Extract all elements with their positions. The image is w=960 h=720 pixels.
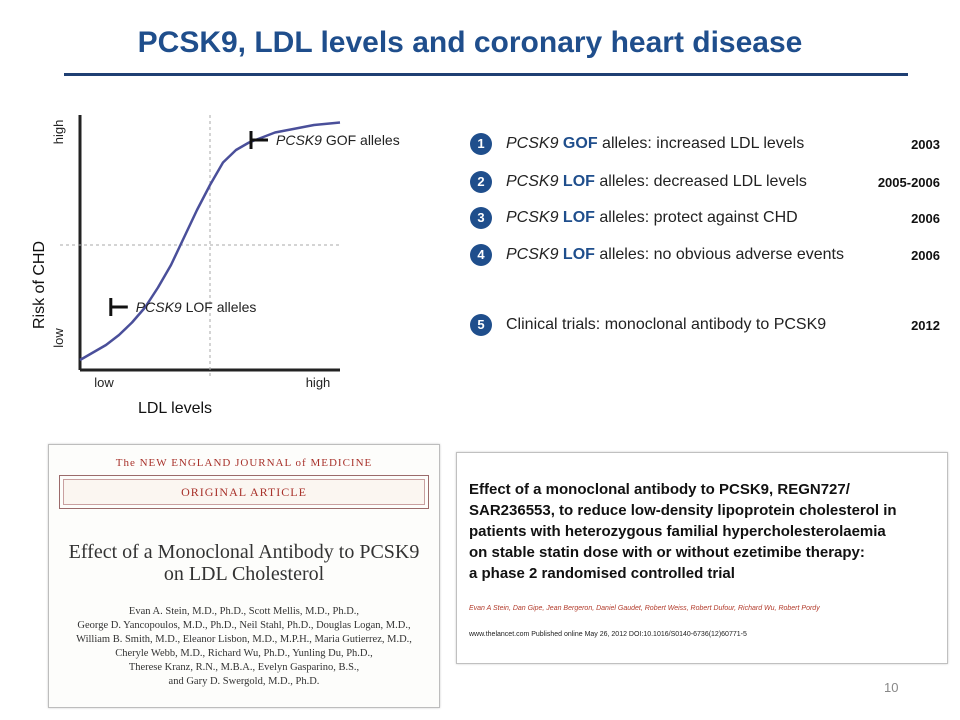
lancet-title-line: on stable statin dose with or without ez…: [469, 544, 865, 561]
nejm-article-title: Effect of a Monoclonal Antibody to PCSK9…: [49, 541, 439, 585]
finding-number-badge: 5: [470, 314, 492, 336]
finding-description: alleles: protect against CHD: [594, 209, 798, 226]
annotation-text: LOF alleles: [186, 299, 257, 315]
finding-number-badge: 2: [470, 171, 492, 193]
finding-text: PCSK9 LOF alleles: decreased LDL levels: [506, 173, 807, 191]
lancet-title-line: a phase 2 randomised controlled trial: [469, 565, 735, 582]
annotation-gene: PCSK9: [136, 299, 182, 315]
nejm-journal-name: The NEW ENGLAND JOURNAL of MEDICINE: [115, 457, 373, 469]
finding-description: Clinical trials: monoclonal antibody to …: [506, 316, 827, 333]
y-axis-title: Risk of CHD: [31, 241, 48, 329]
finding-year: 2003: [911, 137, 940, 152]
gene-name: PCSK9: [506, 209, 559, 226]
allele-type: LOF: [562, 173, 595, 190]
finding-item: 3 PCSK9 LOF alleles: protect against CHD 2…: [470, 207, 950, 235]
gene-name: PCSK9: [506, 173, 559, 190]
lancet-authors: Evan A Stein, Dan Gipe, Jean Bergeron, D…: [469, 605, 820, 612]
x-tick-label: low: [94, 375, 114, 390]
y-tick-label: low: [51, 328, 66, 348]
lancet-article-panel: Effect of a monoclonal antibody to PCSK9…: [456, 452, 948, 664]
finding-number-badge: 1: [470, 133, 492, 155]
nejm-title-line: Effect of a Monoclonal Antibody to PCSK9: [68, 541, 420, 563]
finding-item: 1 PCSK9 GOF alleles: increased LDL levels…: [470, 133, 950, 161]
finding-number-badge: 3: [470, 207, 492, 229]
finding-year: 2006: [911, 211, 940, 226]
nejm-header-band: [59, 475, 429, 509]
page-number: 10: [884, 680, 899, 695]
nejm-title-line: on LDL Cholesterol: [163, 563, 325, 585]
allele-type: GOF: [562, 135, 598, 152]
gene-name: PCSK9: [506, 135, 559, 152]
finding-item: 2 PCSK9 LOF alleles: decreased LDL levels…: [470, 171, 950, 199]
nejm-author-line: George D. Yancopoulos, M.D., Ph.D., Neil…: [77, 620, 411, 631]
finding-year: 2005-2006: [877, 175, 940, 190]
finding-description: alleles: increased LDL levels: [597, 135, 805, 152]
nejm-author-line: Therese Kranz, R.N., M.B.A., Evelyn Gasp…: [128, 662, 360, 673]
nejm-author-line: and Gary D. Swergold, M.D., Ph.D.: [168, 676, 320, 687]
annotation-label: PCSK9 LOF alleles: [136, 299, 257, 315]
nejm-authors: Evan A. Stein, M.D., Ph.D., Scott Mellis…: [49, 605, 439, 689]
nejm-author-line: Evan A. Stein, M.D., Ph.D., Scott Mellis…: [128, 606, 360, 617]
page-title: PCSK9, LDL levels and coronary heart dis…: [137, 26, 803, 59]
finding-number-badge: 4: [470, 244, 492, 266]
nejm-article-type: ORIGINAL ARTICLE: [181, 485, 307, 499]
finding-text: PCSK9 LOF alleles: no obvious adverse ev…: [506, 246, 844, 264]
finding-item: 4 PCSK9 LOF alleles: no obvious adverse e…: [470, 244, 950, 272]
lancet-title-line: SAR236553, to reduce low-density lipopro…: [469, 502, 897, 519]
annotation-label: PCSK9 GOF alleles: [276, 132, 400, 148]
x-tick-label: high: [306, 375, 331, 390]
finding-text: Clinical trials: monoclonal antibody to …: [506, 316, 826, 334]
lancet-publication-info: www.thelancet.com Published online May 2…: [469, 631, 747, 638]
x-axis-title: LDL levels: [138, 400, 212, 417]
finding-text: PCSK9 LOF alleles: protect against CHD: [506, 209, 798, 227]
finding-year: 2006: [911, 248, 940, 263]
lancet-article-title: Effect of a monoclonal antibody to PCSK9…: [469, 479, 939, 584]
lancet-title-line: Effect of a monoclonal antibody to PCSK9…: [469, 481, 850, 498]
finding-item: 5 Clinical trials: monoclonal antibody to…: [470, 314, 950, 342]
allele-type: LOF: [562, 246, 595, 263]
finding-year: 2012: [911, 318, 940, 333]
finding-text: PCSK9 GOF alleles: increased LDL levels: [506, 135, 804, 153]
gene-name: PCSK9: [506, 246, 559, 263]
allele-type: LOF: [562, 209, 595, 226]
annotation-gene: PCSK9: [276, 132, 322, 148]
y-tick-label: high: [51, 120, 66, 145]
nejm-article-panel: The NEW ENGLAND JOURNAL of MEDICINE ORIG…: [48, 444, 440, 708]
finding-description: alleles: decreased LDL levels: [594, 173, 807, 190]
nejm-author-line: Cheryle Webb, M.D., Richard Wu, Ph.D., Y…: [115, 648, 373, 659]
lancet-title-line: patients with heterozygous familial hype…: [469, 523, 886, 540]
nejm-author-line: William B. Smith, M.D., Eleanor Lisbon, …: [76, 634, 412, 645]
title-underline: [64, 73, 908, 76]
finding-description: alleles: no obvious adverse events: [594, 246, 844, 263]
annotation-text: GOF alleles: [326, 132, 400, 148]
risk-curve-line: [79, 121, 341, 362]
